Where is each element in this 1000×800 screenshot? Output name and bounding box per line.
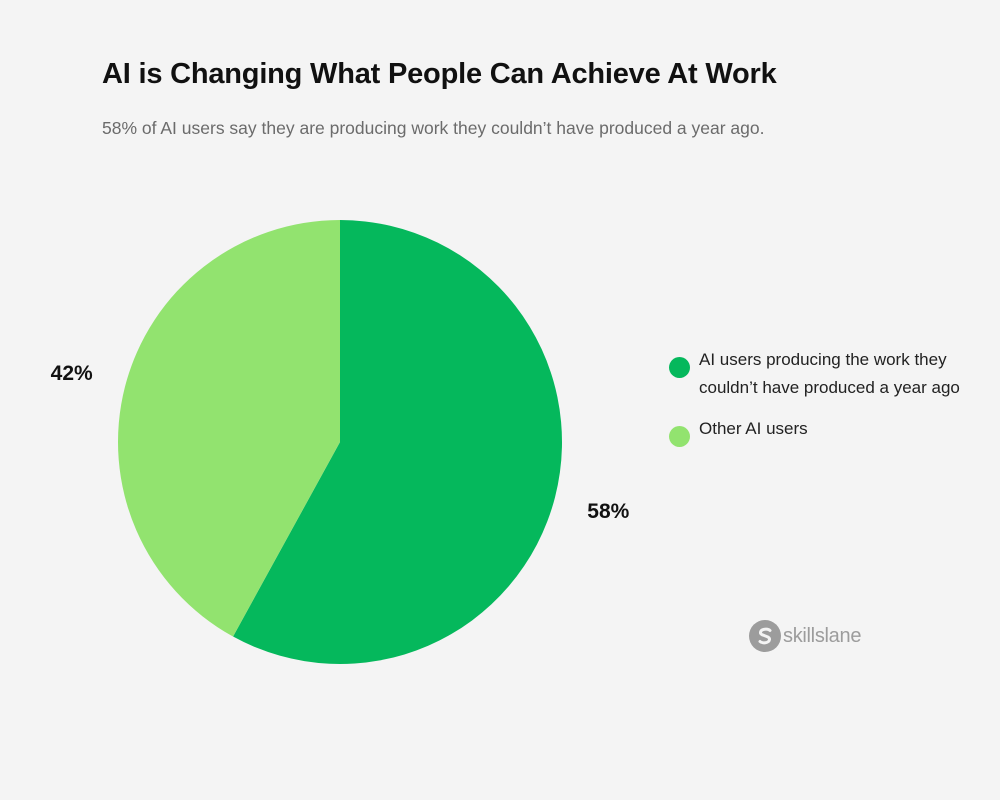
pie-label-other: 42% <box>51 362 93 385</box>
legend-label-other: Other AI users <box>699 419 808 438</box>
pie-slice-producing <box>233 220 562 664</box>
legend-swatch-producing <box>669 357 690 378</box>
legend-item-producing: AI users producing the work they couldn’… <box>669 346 989 402</box>
pie-slice-other <box>117 220 340 637</box>
brand-logo: skillslane <box>749 620 861 652</box>
legend-item-other: Other AI users <box>669 415 989 447</box>
chart-title: AI is Changing What People Can Achieve A… <box>102 58 777 90</box>
pie-label-producing: 58% <box>587 500 629 523</box>
chart-subtitle: 58% of AI users say they are producing w… <box>102 118 765 138</box>
skillslane-logo-icon <box>749 620 781 652</box>
legend-label-producing: AI users producing the work they couldn’… <box>699 350 960 397</box>
brand-name: skillslane <box>783 624 862 647</box>
legend-swatch-other <box>669 426 690 447</box>
legend: AI users producing the work they couldn’… <box>669 346 989 460</box>
